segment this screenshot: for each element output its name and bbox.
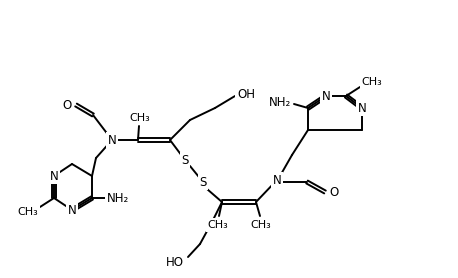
Text: HO: HO (166, 257, 184, 269)
Text: CH₃: CH₃ (362, 77, 382, 87)
Text: N: N (358, 101, 366, 115)
Text: CH₃: CH₃ (130, 113, 150, 123)
Text: CH₃: CH₃ (251, 220, 272, 230)
Text: S: S (181, 153, 189, 167)
Text: CH₃: CH₃ (17, 207, 38, 217)
Text: N: N (322, 90, 330, 103)
Text: N: N (108, 133, 116, 147)
Text: NH₂: NH₂ (107, 192, 129, 205)
Text: O: O (329, 185, 338, 198)
Text: O: O (62, 98, 71, 111)
Text: N: N (68, 203, 76, 217)
Text: N: N (49, 170, 58, 182)
Text: N: N (273, 173, 281, 187)
Text: CH₃: CH₃ (207, 220, 229, 230)
Text: OH: OH (237, 88, 255, 101)
Text: NH₂: NH₂ (269, 96, 291, 108)
Text: S: S (199, 175, 207, 188)
